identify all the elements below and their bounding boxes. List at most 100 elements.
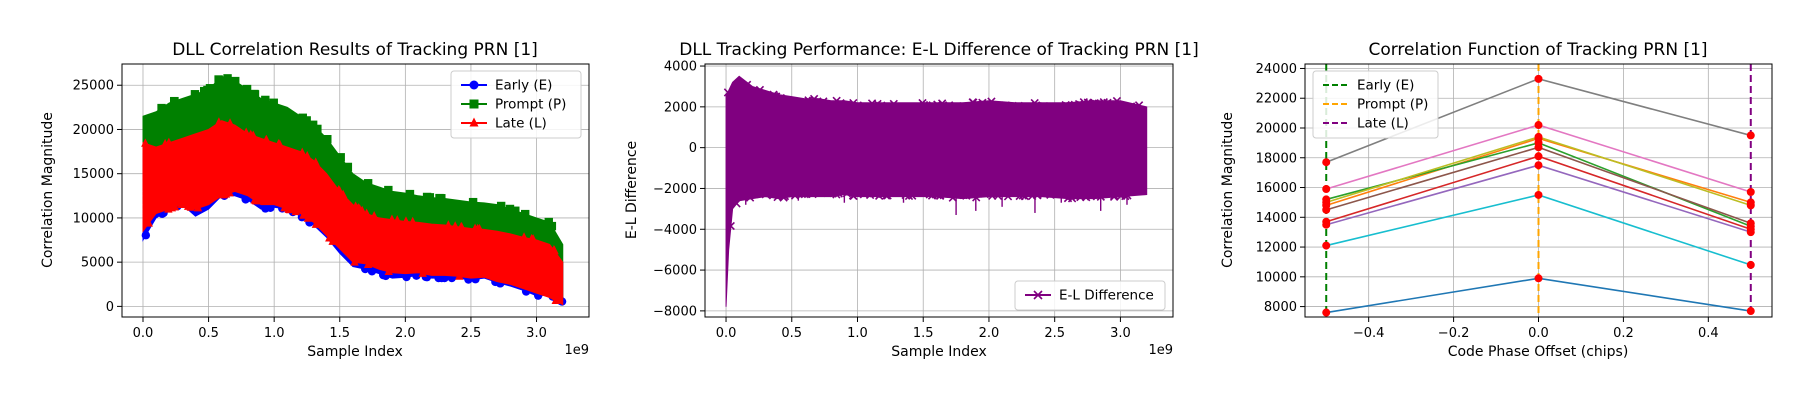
marker (986, 189, 996, 199)
y-tick-label: 8000 (1264, 300, 1297, 315)
marker (261, 204, 270, 213)
marker (444, 220, 453, 229)
marker (470, 223, 480, 233)
marker (836, 98, 845, 108)
x-tick-label: 0.2 (1613, 326, 1634, 341)
x-tick-label: 2.0 (395, 326, 416, 341)
marker (867, 99, 877, 108)
legend-entry: Prompt (P) (1323, 97, 1428, 113)
marker (904, 191, 914, 201)
x-tick-label: 0.5 (198, 326, 219, 341)
marker (164, 204, 173, 213)
marker (363, 259, 373, 268)
marker (261, 95, 270, 105)
marker (1015, 191, 1024, 201)
marker (808, 189, 817, 199)
x-tick-label: 0.0 (716, 326, 737, 341)
x-axis-multiplier: 1e9 (1148, 343, 1173, 358)
y-axis-label: Correlation Magnitude (1220, 112, 1236, 268)
marker (469, 117, 479, 127)
x-tick-label: 2.5 (1044, 326, 1065, 341)
correlation-point (1534, 143, 1543, 152)
y-tick-label: 22000 (1256, 92, 1297, 107)
marker (1134, 101, 1144, 110)
marker (1076, 192, 1085, 202)
marker (1030, 98, 1039, 108)
x-tick-label: 2.0 (979, 326, 1000, 341)
marker (496, 201, 506, 211)
marker (363, 179, 373, 188)
correlation-point (1534, 274, 1543, 283)
marker (269, 98, 278, 107)
marker (225, 187, 234, 197)
marker (1024, 188, 1034, 198)
marker (1024, 102, 1033, 111)
marker (773, 192, 782, 202)
chart-title: DLL Correlation Results of Tracking PRN … (172, 40, 538, 60)
y-tick-label: 18000 (1256, 151, 1297, 166)
marker (883, 191, 892, 200)
marker (280, 202, 289, 212)
marker (1052, 189, 1061, 198)
marker (311, 157, 320, 166)
y-tick-label: 0 (106, 300, 114, 315)
y-tick-label: −6000 (653, 264, 697, 279)
marker (853, 101, 862, 110)
marker (262, 134, 271, 144)
marker (874, 191, 884, 200)
correlation-point (1746, 228, 1755, 237)
marker (770, 91, 779, 101)
marker (455, 271, 464, 280)
plot-frame (121, 63, 590, 318)
marker (826, 188, 835, 197)
legend-label: Early (E) (495, 78, 552, 94)
y-tick-label: 12000 (1256, 241, 1297, 256)
marker (378, 270, 388, 280)
marker (944, 101, 954, 110)
x-tick-label: 3.0 (1110, 326, 1131, 341)
marker (1018, 191, 1027, 200)
correlation-point (1322, 220, 1331, 229)
marker (823, 188, 832, 198)
marker (925, 190, 934, 199)
legend-label: Prompt (P) (1357, 97, 1428, 113)
marker (889, 99, 898, 109)
marker (987, 97, 996, 106)
marker (328, 236, 337, 245)
marker (393, 215, 402, 224)
correlation-point (1322, 198, 1331, 207)
marker (908, 191, 917, 200)
marker (959, 101, 968, 111)
marker (742, 80, 752, 89)
marker (311, 219, 321, 228)
marker (848, 191, 858, 200)
marker (1070, 100, 1079, 109)
marker (298, 147, 307, 156)
x-tick-label: 1.5 (329, 326, 350, 341)
marker (755, 85, 765, 95)
marker (469, 80, 479, 90)
marker (962, 191, 971, 200)
x-tick-label: −0.4 (1353, 326, 1385, 341)
marker (776, 93, 785, 103)
marker (241, 127, 251, 136)
correlation-point (1746, 307, 1755, 316)
marker (1126, 102, 1136, 111)
marker (387, 214, 397, 223)
marker (1001, 101, 1011, 110)
marker (1003, 192, 1013, 201)
marker (745, 193, 755, 202)
marker (214, 117, 224, 126)
marker (726, 221, 735, 231)
series-band-2 (142, 120, 564, 306)
marker (369, 211, 379, 220)
marker (551, 295, 560, 305)
marker (762, 189, 771, 198)
y-tick-label: 15000 (73, 167, 114, 182)
marker (877, 101, 886, 110)
correlation-point (1322, 185, 1331, 194)
marker (223, 74, 232, 83)
marker (832, 190, 841, 199)
y-tick-label: 16000 (1256, 181, 1297, 196)
marker (384, 266, 393, 276)
